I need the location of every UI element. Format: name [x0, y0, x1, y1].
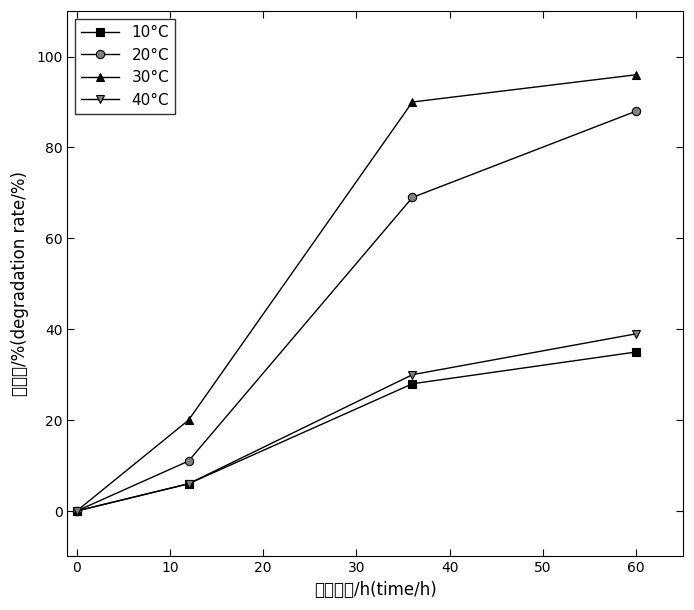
Y-axis label: 降解率/%(degradation rate/%): 降解率/%(degradation rate/%) — [11, 171, 29, 396]
20°C — [72, 508, 81, 515]
40°C — [185, 480, 193, 487]
30°C — [632, 71, 641, 79]
20°C — [408, 194, 416, 201]
20°C — [632, 107, 641, 115]
40°C — [632, 330, 641, 337]
X-axis label: 降解时间/h(time/h): 降解时间/h(time/h) — [314, 581, 437, 599]
Line: 30°C: 30°C — [72, 71, 641, 515]
10°C — [408, 380, 416, 387]
Line: 40°C: 40°C — [72, 329, 641, 515]
Line: 10°C: 10°C — [72, 348, 641, 515]
Line: 20°C: 20°C — [72, 107, 641, 515]
30°C — [408, 98, 416, 106]
20°C — [185, 458, 193, 465]
40°C — [72, 508, 81, 515]
30°C — [185, 417, 193, 424]
10°C — [185, 480, 193, 487]
Legend: 10°C, 20°C, 30°C, 40°C: 10°C, 20°C, 30°C, 40°C — [75, 19, 176, 114]
30°C — [72, 508, 81, 515]
10°C — [72, 508, 81, 515]
10°C — [632, 348, 641, 356]
40°C — [408, 371, 416, 378]
